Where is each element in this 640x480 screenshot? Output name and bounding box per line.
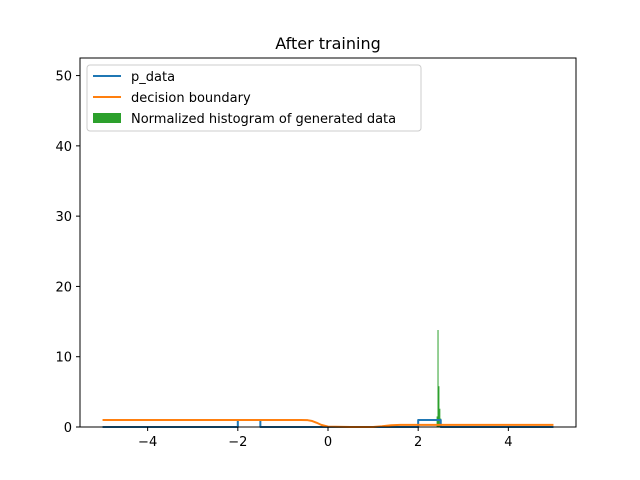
y-tick-label: 30 — [55, 210, 72, 225]
y-tick-label: 10 — [55, 351, 72, 366]
legend-label: p_data — [131, 70, 175, 85]
y-axis: 0 10 20 30 40 50 — [55, 70, 80, 436]
x-tick-label: 2 — [414, 435, 422, 450]
y-tick-label: 40 — [55, 140, 72, 155]
legend: p_data decision boundary Normalized histog… — [86, 64, 422, 132]
histogram-bar-1 — [437, 330, 439, 427]
x-tick-label: −4 — [138, 435, 157, 450]
x-tick-label: −2 — [228, 435, 247, 450]
y-tick-label: 20 — [55, 280, 72, 295]
legend-label: decision boundary — [131, 91, 251, 106]
legend-box — [86, 64, 422, 132]
chart-title: After training — [275, 34, 381, 53]
histogram-bar-0 — [436, 416, 438, 427]
x-tick-label: 4 — [504, 435, 512, 450]
legend-label: Normalized histogram of generated data — [131, 112, 396, 127]
x-axis: −4 −2 0 2 4 — [138, 427, 513, 450]
x-tick-label: 0 — [324, 435, 332, 450]
legend-swatch-patch — [93, 113, 121, 123]
histogram-bar-3 — [439, 408, 441, 427]
y-tick-label: 0 — [64, 421, 72, 436]
y-tick-label: 50 — [55, 70, 72, 85]
histogram-bar-2 — [438, 386, 440, 427]
